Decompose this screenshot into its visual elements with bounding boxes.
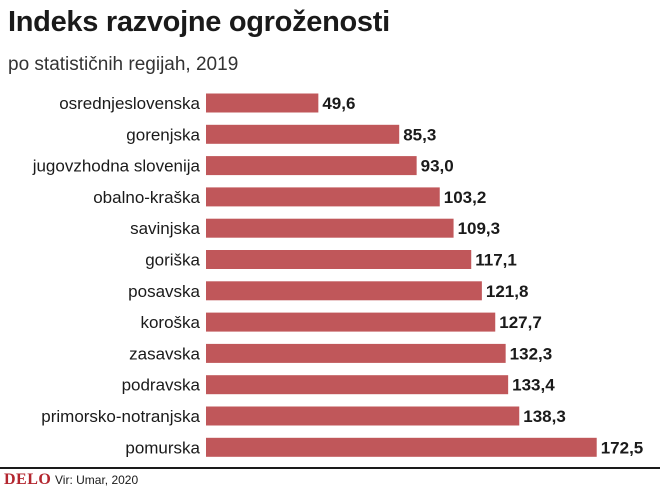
value-label: 117,1	[475, 251, 517, 270]
bar-primorsko-notranjska	[206, 406, 520, 426]
bar-posavska	[206, 281, 482, 301]
bar-osrednjeslovenska	[206, 93, 319, 113]
bar-podravska	[206, 375, 509, 395]
category-label: gorenjska	[126, 125, 200, 144]
category-label: koroška	[140, 313, 200, 332]
category-label: obalno-kraška	[93, 188, 200, 207]
bar-chart: osrednjeslovenska 49,6 gorenjska 85,3 jugovz…	[32, 93, 644, 457]
value-label: 85,3	[403, 125, 436, 144]
category-label: jugovzhodna slovenija	[32, 157, 201, 176]
chart-subtitle: po statističnih regijah, 2019	[8, 54, 239, 75]
bar-zasavska	[206, 343, 506, 363]
bar-koroška	[206, 312, 496, 332]
category-label: pomurska	[125, 438, 200, 457]
category-label: podravska	[122, 376, 201, 395]
value-label: 49,6	[322, 94, 355, 113]
category-label: posavska	[128, 282, 200, 301]
bar-goriška	[206, 250, 472, 269]
value-label: 127,7	[499, 313, 542, 332]
bar-obalno-kraška	[206, 187, 440, 207]
bar-gorenjska	[206, 124, 400, 144]
delo-logo: DELO	[4, 471, 52, 488]
value-label: 132,3	[510, 344, 553, 363]
bar-savinjska	[206, 218, 454, 238]
bar-jugovzhodna-slovenija	[206, 156, 417, 176]
value-label: 121,8	[486, 282, 529, 301]
value-label: 109,3	[458, 219, 501, 238]
category-label: zasavska	[129, 344, 200, 363]
category-label: osrednjeslovenska	[59, 94, 200, 113]
bar-pomurska	[206, 437, 597, 457]
value-label: 93,0	[421, 157, 454, 176]
category-label: primorsko-notranjska	[41, 407, 200, 426]
chart-title: Indeks razvojne ogroženosti	[8, 6, 390, 38]
category-label: savinjska	[130, 219, 200, 238]
value-label: 138,3	[523, 407, 566, 426]
category-label: goriška	[145, 251, 200, 270]
value-label: 103,2	[444, 188, 487, 207]
source-note: Vir: Umar, 2020	[55, 473, 139, 487]
value-label: 133,4	[512, 376, 555, 395]
value-label: 172,5	[601, 438, 644, 457]
footer: DELO Vir: Umar, 2020	[0, 467, 660, 498]
